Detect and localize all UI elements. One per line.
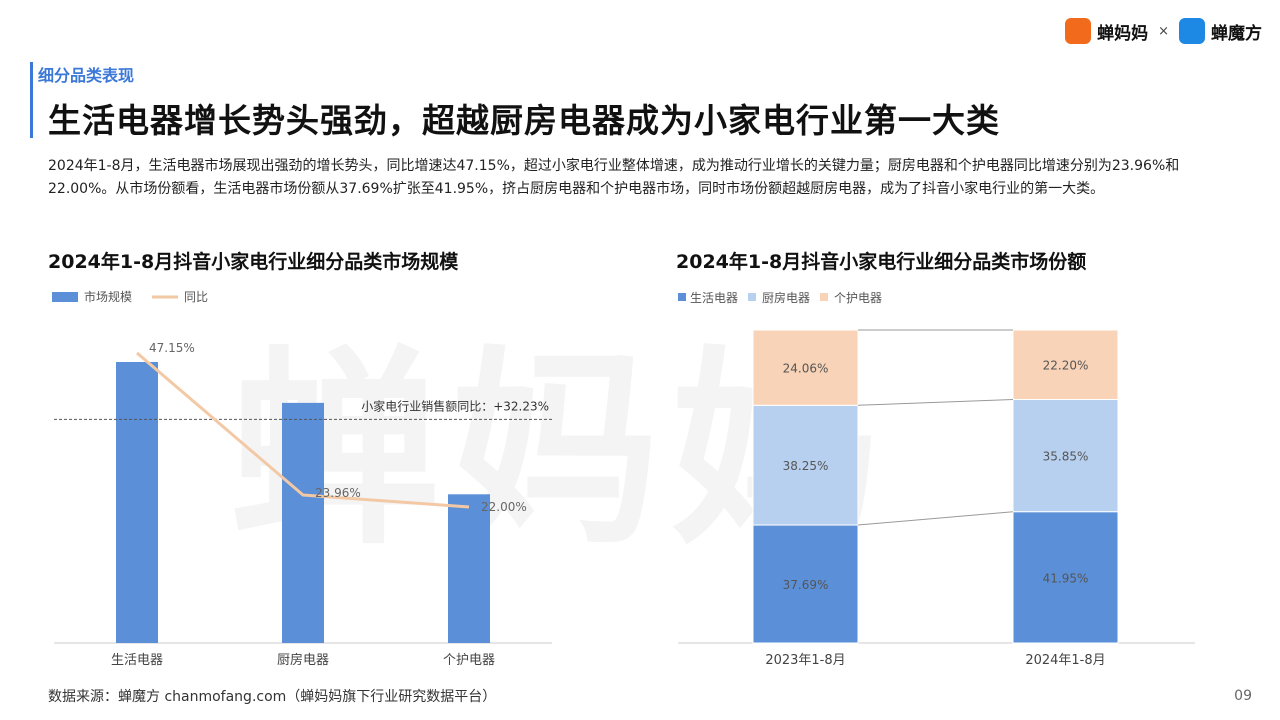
bar-1 bbox=[116, 362, 158, 643]
x-tick-label-1: 生活电器 bbox=[111, 653, 163, 668]
stack-label-2-2: 35.85% bbox=[1043, 450, 1089, 464]
x-tick-label-2: 厨房电器 bbox=[277, 652, 329, 668]
chanmama-logo-icon bbox=[1065, 18, 1092, 44]
legend-swatch-2 bbox=[748, 293, 756, 301]
brand-logos: 蝉妈妈 × 蝉魔方 bbox=[1065, 18, 1262, 44]
bar-3 bbox=[448, 494, 490, 643]
stack-label-2-3: 22.20% bbox=[1043, 359, 1089, 373]
legend-label-yoy: 同比 bbox=[184, 290, 208, 304]
x-tick-label-2-2: 2024年1-8月 bbox=[1025, 653, 1105, 668]
stack-label-1-3: 24.06% bbox=[783, 362, 829, 376]
legend-label-3: 个护电器 bbox=[834, 291, 882, 305]
legend-swatch-1 bbox=[678, 293, 686, 301]
title-accent-bar bbox=[30, 62, 33, 138]
stack-label-1-2: 38.25% bbox=[783, 459, 829, 473]
yoy-label-1: 47.15% bbox=[149, 341, 195, 355]
data-source: 数据来源：蝉魔方 chanmofang.com（蝉妈妈旗下行业研究数据平台） bbox=[48, 689, 497, 705]
x-tick-label-2-1: 2023年1-8月 bbox=[765, 653, 845, 668]
x-tick-label-3: 个护电器 bbox=[443, 653, 495, 668]
stack-segment-2-2 bbox=[1012, 398, 1119, 513]
stack-segment-1-1 bbox=[752, 524, 859, 644]
yoy-line bbox=[136, 351, 470, 509]
chart2-title: 2024年1-8月抖音小家电行业细分品类市场份额 bbox=[676, 251, 1087, 273]
yoy-label-2: 23.96% bbox=[315, 486, 361, 500]
legend-label-1: 生活电器 bbox=[690, 291, 738, 305]
stack-segment-2-1 bbox=[1012, 511, 1119, 644]
yoy-label-3: 22.00% bbox=[481, 500, 527, 514]
stack-label-2-1: 41.95% bbox=[1043, 571, 1089, 585]
chart1-title: 2024年1-8月抖音小家电行业细分品类市场规模 bbox=[48, 251, 459, 273]
bar-2 bbox=[282, 402, 324, 643]
legend-label-2: 厨房电器 bbox=[762, 290, 810, 305]
connector-line-1 bbox=[857, 511, 1014, 526]
section-tag: 细分品类表现 bbox=[38, 66, 135, 85]
legend-swatch-market-size bbox=[52, 292, 78, 302]
logo-chanmofang-text: 蝉魔方 bbox=[1211, 23, 1262, 44]
connector-line-2 bbox=[857, 398, 1014, 406]
reference-line-label: 小家电行业销售额同比：+32.23% bbox=[361, 398, 549, 413]
stack-label-1-1: 37.69% bbox=[783, 578, 829, 592]
legend-swatch-3 bbox=[820, 293, 828, 301]
stack-segment-1-3 bbox=[752, 329, 859, 406]
legend-label-market-size: 市场规模 bbox=[84, 289, 132, 304]
page-number: 09 bbox=[1234, 688, 1252, 704]
stack-segment-2-3 bbox=[1012, 329, 1119, 400]
logo-separator: × bbox=[1158, 23, 1169, 39]
page-title: 生活电器增长势头强劲，超越厨房电器成为小家电行业第一大类 bbox=[48, 101, 1000, 140]
logo-chanmama-text: 蝉妈妈 bbox=[1097, 23, 1149, 44]
chanmofang-logo-icon bbox=[1179, 18, 1205, 44]
stack-segment-1-2 bbox=[752, 404, 859, 526]
intro-paragraph: 2024年1-8月，生活电器市场展现出强劲的增长势头，同比增速达47.15%，超… bbox=[48, 158, 1180, 197]
